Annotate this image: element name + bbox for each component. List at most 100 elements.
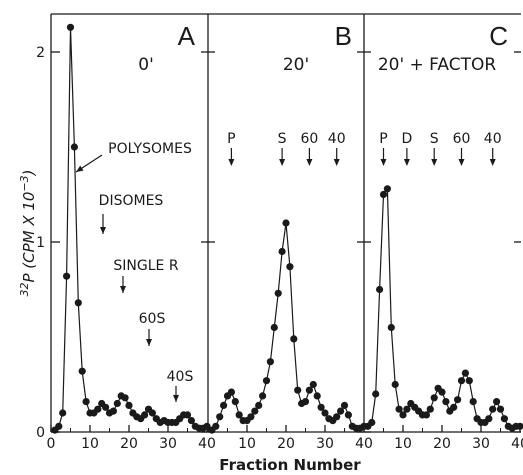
data-point — [317, 403, 325, 411]
x-tick-label: 10 — [238, 436, 256, 452]
data-point — [235, 411, 243, 419]
marker-label: P — [227, 131, 235, 147]
annotation-label: 60S — [139, 311, 166, 327]
data-point — [379, 190, 388, 199]
data-point — [278, 247, 286, 256]
data-point — [141, 411, 149, 419]
x-tick-label: 30 — [316, 436, 334, 452]
data-point — [274, 289, 282, 297]
data-point — [301, 398, 310, 406]
marker-arrow-head — [306, 159, 313, 166]
marker-arrow-head — [380, 159, 387, 166]
marker-arrow-head — [333, 159, 340, 166]
panel-condition-b: 20' — [283, 55, 309, 75]
marker-label: 40 — [328, 131, 346, 147]
data-point — [294, 386, 302, 394]
y-axis-title-close: ) — [20, 169, 38, 176]
data-point — [290, 335, 298, 343]
data-point — [344, 411, 352, 419]
annotation-arrow-head — [76, 165, 84, 172]
data-point — [262, 377, 271, 385]
data-point — [387, 323, 395, 332]
marker-label: 60 — [300, 131, 318, 147]
data-point — [286, 263, 294, 271]
marker-arrow-head — [431, 159, 438, 166]
marker-arrow-head — [489, 159, 496, 166]
y-axis-title: 32P (CPM X 10−3) — [18, 169, 38, 296]
data-point — [403, 405, 411, 413]
x-tick-label: 40 — [355, 436, 373, 452]
y-axis-title-main: P (CPM X 10 — [20, 192, 38, 283]
data-point — [82, 398, 90, 406]
data-point — [457, 377, 466, 385]
x-tick-label: 10 — [81, 436, 99, 452]
data-series — [51, 23, 523, 434]
data-point — [368, 418, 376, 427]
annotation-label: DISOMES — [99, 193, 164, 209]
data-point — [333, 413, 341, 421]
data-point — [422, 411, 430, 419]
marker-label: D — [402, 131, 413, 147]
data-point — [516, 422, 523, 430]
data-point — [113, 399, 121, 408]
marker-label: 40 — [484, 131, 502, 147]
data-point — [203, 422, 211, 430]
data-point — [454, 396, 462, 404]
panel-letter-a: A — [178, 21, 196, 51]
data-point — [337, 407, 345, 415]
x-axis-title: Fraction Number — [219, 456, 361, 474]
data-point — [102, 403, 110, 411]
annotation-arrow-head — [146, 339, 152, 346]
x-tick-label: 30 — [472, 436, 490, 452]
x-tick-label: 30 — [159, 436, 177, 452]
x-tick-label: 20 — [433, 436, 451, 452]
data-point — [426, 405, 434, 413]
data-point — [183, 411, 192, 419]
data-point — [255, 401, 263, 409]
y-axis-title-exponent: −3 — [18, 175, 31, 191]
data-point — [212, 422, 220, 430]
marker-arrow-head — [228, 159, 235, 166]
data-point — [74, 299, 82, 307]
marker-arrow-head — [403, 159, 410, 166]
marker-arrow-head — [279, 159, 286, 166]
annotation-arrow-head — [173, 395, 179, 402]
data-point — [231, 398, 239, 406]
y-tick-label: 2 — [36, 45, 45, 61]
data-point — [450, 403, 458, 411]
data-point — [465, 377, 473, 385]
x-tick-label: 10 — [394, 436, 412, 452]
panel-condition-c: 20' + FACTOR — [378, 55, 497, 75]
data-point — [148, 409, 156, 417]
data-point — [266, 358, 274, 366]
data-point — [321, 409, 329, 417]
marker-label: P — [379, 131, 387, 147]
data-point — [500, 415, 508, 423]
panel-letter-b: B — [335, 21, 352, 51]
y-tick-label: 1 — [36, 235, 45, 251]
annotation-arrow-head — [120, 286, 126, 293]
x-tick-label: 40 — [511, 436, 523, 452]
x-tick-label: 0 — [47, 436, 56, 452]
panel-letter-c: C — [489, 21, 508, 51]
data-point — [399, 411, 407, 419]
annotation-label: POLYSOMES — [108, 141, 192, 157]
data-point — [227, 388, 235, 396]
series-line-c — [367, 186, 520, 429]
marker-label: 60 — [453, 131, 471, 147]
data-point — [461, 369, 469, 377]
data-point — [383, 185, 391, 193]
y-tick-label: 0 — [36, 425, 45, 441]
data-point — [309, 380, 317, 389]
data-point — [187, 417, 195, 425]
marker-arrow-head — [458, 159, 465, 166]
data-point — [372, 390, 380, 398]
data-point — [305, 386, 313, 394]
x-tick-label: 20 — [277, 436, 295, 452]
data-point — [442, 398, 450, 406]
data-point — [259, 392, 267, 400]
annotation-label: 40S — [167, 369, 194, 385]
data-point — [78, 367, 86, 375]
